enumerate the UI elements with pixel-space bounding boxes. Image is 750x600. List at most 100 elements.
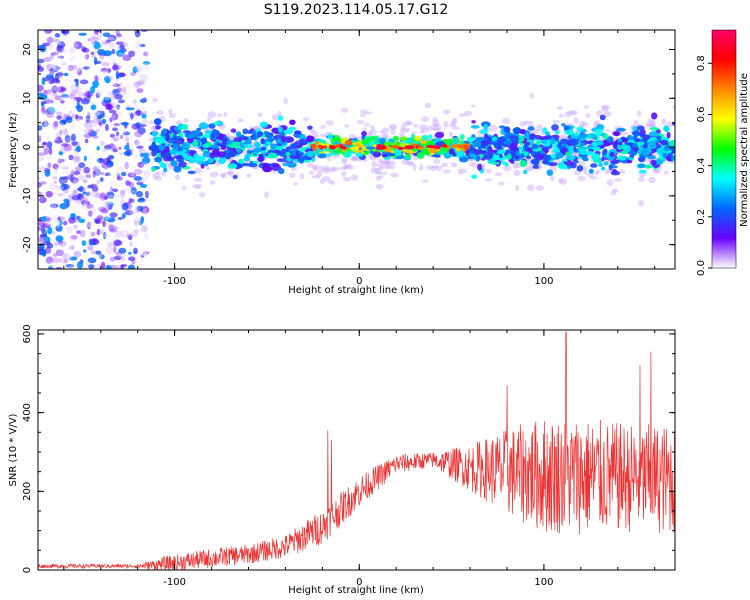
spectrogram-cell [540,150,545,155]
spectrogram-cell [173,165,182,173]
spectrogram-cell [561,123,566,127]
spectrogram-cell [90,207,99,212]
spectrogram-cell [282,162,290,167]
spectrogram-cell [375,183,384,190]
spectrogram-cell [399,136,408,142]
spectrogram-cell [115,228,122,233]
spectrogram-cell [519,160,528,168]
spectrogram-cell [664,126,670,133]
spectrogram-cell [513,169,521,177]
spectrogram-cell [264,191,270,199]
spectrogram-cell [116,194,122,198]
spectrogram-cell [69,54,77,63]
spectrogram-cell [83,155,87,162]
spectrogram-cell [52,163,59,170]
spectrogram-cell [115,41,125,45]
snr-series-line [38,331,675,570]
colorbar-label: Normalized spectral amplitude [739,73,750,227]
spectrogram-cell [52,84,61,92]
spectrogram-cell [568,138,579,146]
spectrogram-cell [477,150,488,155]
spectrogram-cell [401,122,411,127]
spectrogram-cell [43,122,49,127]
spectrogram-cell [424,102,432,109]
spectrogram-cell [432,123,439,127]
spectrogram-cell [561,158,568,163]
spectrogram-cell [140,222,149,229]
spectrogram-cell [61,191,68,195]
spectrogram-cell [152,172,160,179]
spectrogram-cell [158,144,165,152]
spectrogram-cell [483,133,489,139]
spectrogram-cell [549,165,558,172]
spectrogram-cell [612,142,618,150]
spectrogram-cell [133,176,143,181]
spectrogram-cell [92,166,100,171]
spectrogram-cell [585,113,591,119]
spectrogram-cell [515,184,520,191]
spectrogram-y-ticks: -20 -10 0 10 20 [22,43,675,270]
spectrogram-cell [100,30,110,34]
spectrogram-cell [651,112,658,120]
spectrogram-cell [68,122,76,130]
spectrogram-cell [128,195,136,199]
spectrogram-cell [647,155,656,160]
spectrogram-cell [76,67,83,76]
spectrogram-cell [202,143,210,148]
spectrogram-cell [168,108,173,115]
spectrogram-cell [346,164,354,170]
spectrogram-cell [57,158,63,164]
spectrogram-cell [125,66,135,70]
spectrogram-cell [431,127,440,131]
spectrogram-cell [53,259,61,265]
spectrogram-cell [272,135,278,140]
spectrogram-cell [92,54,97,59]
spectrogram-cell [141,119,149,125]
spectrogram-cell [72,155,81,160]
spectrogram-cell [142,73,151,82]
spectrogram-cell [163,167,168,173]
spectrogram-cell [91,192,96,199]
spectrogram-cell [506,153,512,160]
spectrogram-cell [71,190,75,196]
spectrogram-cell [128,204,133,210]
spectrogram-cell [103,139,110,143]
spectrogram-cell [564,128,574,136]
spectrogram-cell [365,146,376,150]
spectrogram-cell [82,264,87,269]
spectrogram-cell [101,118,107,125]
spectrogram-cell [134,206,140,214]
spectrogram-cell [44,81,49,89]
spectrogram-cell [313,164,319,172]
spectrogram-cell [551,120,561,124]
spectrogram-cell [46,135,51,141]
spectrogram-cell [142,110,148,115]
spectrogram-cell [512,162,519,169]
spectrogram-cell [95,182,103,188]
spectrogram-cell [117,99,125,104]
spectrogram-cell [105,78,111,84]
y-tick-label: 0 [22,144,33,150]
spectrogram-cell [501,117,511,125]
spectrogram-cell [519,121,527,127]
spectrogram-cell [104,172,111,177]
spectrogram-cell [58,71,63,79]
spectrogram-cell [125,136,130,143]
spectrogram-cell [412,164,417,171]
spectrogram-cell [626,134,633,141]
spectrogram-frame [37,29,676,270]
spectrogram-cell [176,135,182,142]
spectrogram-cell [434,131,445,139]
spectrogram-cell [276,158,286,163]
spectrogram-cell [54,193,59,201]
spectrogram-cell [390,125,396,129]
spectrogram-cell [38,219,46,228]
spectrogram-cell [595,169,601,174]
spectrogram-cell [88,210,93,217]
spectrogram-cell [63,72,69,77]
spectrogram-cell [141,225,148,233]
spectrogram-cell [79,79,89,85]
spectrogram-cell [122,86,127,93]
spectrogram-cell [141,156,151,164]
spectrogram-cell [69,81,75,88]
